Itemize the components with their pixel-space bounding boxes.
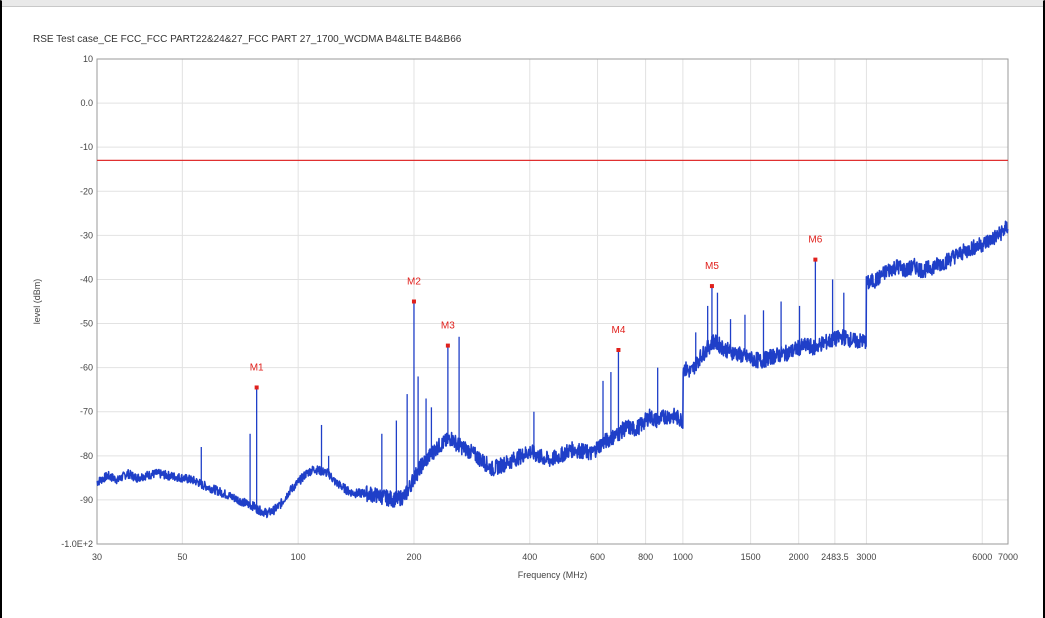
marker-point-m2 bbox=[411, 299, 416, 304]
marker-label-m1: M1 bbox=[250, 362, 264, 373]
y-axis-ticks: 10 0.0 -10 -20 -30 -40 -50 -60 -70 -80 -90 -1.0E+2 bbox=[61, 54, 93, 549]
y-tick-label: -40 bbox=[80, 274, 93, 284]
y-tick-label: -50 bbox=[80, 319, 93, 329]
grid bbox=[96, 58, 1009, 545]
x-tick-label: 400 bbox=[522, 552, 537, 562]
y-tick-label: -30 bbox=[80, 230, 93, 240]
plot-border bbox=[96, 58, 1009, 545]
marker-point-m3 bbox=[445, 343, 450, 348]
marker-point-m6 bbox=[813, 257, 818, 262]
chart-title: RSE Test case_CE FCC_FCC PART22&24&27_FC… bbox=[33, 34, 462, 45]
x-tick-label: 600 bbox=[590, 552, 605, 562]
x-tick-label: 800 bbox=[638, 552, 653, 562]
x-tick-label: 100 bbox=[291, 552, 306, 562]
x-tick-label: 50 bbox=[177, 552, 187, 562]
x-axis-ticks: 30 50 100 200 400 600 800 1000 1500 2000 2483.5 300… bbox=[92, 552, 1018, 562]
x-tick-label: 1000 bbox=[673, 552, 693, 562]
marker-point-m4 bbox=[616, 348, 621, 352]
x-tick-label: 3000 bbox=[856, 552, 876, 562]
x-axis-label: Frequency (MHz) bbox=[518, 570, 588, 580]
y-tick-label: -80 bbox=[80, 451, 93, 461]
y-tick-label: -20 bbox=[80, 186, 93, 196]
marker-point-m5 bbox=[709, 284, 714, 289]
top-bar bbox=[2, 0, 1043, 7]
y-tick-label: -70 bbox=[80, 407, 93, 417]
x-tick-label: 2483.5 bbox=[821, 552, 849, 562]
x-tick-label: 2000 bbox=[789, 552, 809, 562]
markers: M1 M2 M3 M4 M5 M6 bbox=[250, 235, 823, 390]
plot-frame bbox=[96, 58, 1009, 545]
y-axis-label: level (dBm) bbox=[32, 279, 42, 325]
x-tick-label: 7000 bbox=[998, 552, 1018, 562]
marker-label-m4: M4 bbox=[611, 325, 625, 336]
x-tick-label: 1500 bbox=[741, 552, 761, 562]
y-tick-label: -60 bbox=[80, 363, 93, 373]
trace-line bbox=[96, 220, 1009, 519]
x-tick-label: 6000 bbox=[972, 552, 992, 562]
marker-label-m2: M2 bbox=[407, 277, 421, 288]
trace bbox=[96, 220, 1009, 519]
x-tick-label: 30 bbox=[92, 552, 102, 562]
y-tick-label: -90 bbox=[80, 495, 93, 505]
y-tick-label: -10 bbox=[80, 142, 93, 152]
x-tick-label: 200 bbox=[406, 552, 421, 562]
marker-label-m3: M3 bbox=[441, 321, 455, 332]
marker-point-m1 bbox=[254, 385, 259, 390]
marker-label-m6: M6 bbox=[808, 235, 822, 246]
y-tick-label: 10 bbox=[83, 54, 93, 64]
y-tick-label: -1.0E+2 bbox=[61, 539, 93, 549]
marker-label-m5: M5 bbox=[705, 261, 719, 272]
y-tick-label: 0.0 bbox=[80, 98, 93, 108]
